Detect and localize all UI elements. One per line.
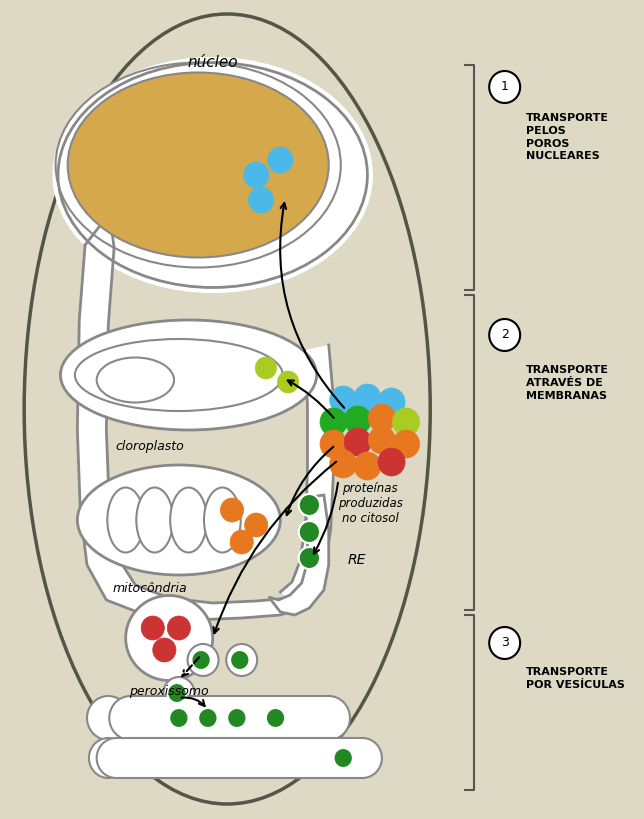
Circle shape bbox=[243, 162, 269, 188]
Circle shape bbox=[230, 530, 253, 554]
Ellipse shape bbox=[137, 487, 173, 553]
Polygon shape bbox=[269, 495, 328, 615]
Text: núcleo: núcleo bbox=[187, 55, 238, 70]
Circle shape bbox=[320, 408, 347, 436]
Text: peroxissomo: peroxissomo bbox=[129, 685, 209, 698]
Ellipse shape bbox=[126, 595, 213, 681]
Ellipse shape bbox=[68, 73, 328, 257]
Circle shape bbox=[320, 430, 347, 458]
Circle shape bbox=[109, 696, 152, 740]
Ellipse shape bbox=[58, 65, 367, 285]
Circle shape bbox=[334, 748, 353, 768]
Text: TRANSPORTE
ATRAVÉS DE
MEMBRANAS: TRANSPORTE ATRAVÉS DE MEMBRANAS bbox=[526, 365, 609, 400]
Circle shape bbox=[489, 71, 520, 103]
Circle shape bbox=[266, 708, 285, 728]
Circle shape bbox=[307, 696, 350, 740]
Circle shape bbox=[278, 371, 299, 393]
Ellipse shape bbox=[24, 14, 430, 804]
Circle shape bbox=[330, 386, 357, 414]
Circle shape bbox=[354, 452, 381, 480]
Circle shape bbox=[489, 319, 520, 351]
Ellipse shape bbox=[77, 465, 280, 575]
Ellipse shape bbox=[97, 358, 174, 402]
Circle shape bbox=[268, 147, 293, 173]
Circle shape bbox=[378, 388, 405, 416]
Circle shape bbox=[299, 547, 320, 569]
FancyBboxPatch shape bbox=[131, 696, 328, 740]
Circle shape bbox=[249, 187, 274, 213]
Ellipse shape bbox=[108, 487, 144, 553]
Circle shape bbox=[164, 677, 194, 709]
Circle shape bbox=[167, 616, 191, 640]
Circle shape bbox=[220, 498, 243, 522]
Text: 2: 2 bbox=[501, 328, 509, 342]
Ellipse shape bbox=[204, 487, 241, 553]
Circle shape bbox=[167, 683, 187, 703]
Circle shape bbox=[255, 357, 276, 379]
Circle shape bbox=[89, 738, 128, 778]
Circle shape bbox=[343, 738, 382, 778]
Text: mitocôndria: mitocôndria bbox=[113, 582, 187, 595]
Circle shape bbox=[141, 616, 164, 640]
Text: 1: 1 bbox=[501, 80, 509, 93]
Circle shape bbox=[299, 521, 320, 543]
Text: produzidas: produzidas bbox=[338, 497, 402, 510]
Circle shape bbox=[198, 708, 218, 728]
Ellipse shape bbox=[75, 339, 283, 411]
Circle shape bbox=[226, 644, 257, 676]
Circle shape bbox=[153, 638, 176, 662]
Circle shape bbox=[344, 406, 371, 434]
Circle shape bbox=[230, 650, 249, 670]
Circle shape bbox=[368, 426, 395, 454]
Ellipse shape bbox=[61, 320, 317, 430]
Text: TRANSPORTE
POR VESÍCULAS: TRANSPORTE POR VESÍCULAS bbox=[526, 667, 625, 690]
Polygon shape bbox=[77, 245, 307, 620]
Circle shape bbox=[344, 428, 371, 456]
Circle shape bbox=[299, 494, 320, 516]
Polygon shape bbox=[280, 345, 334, 608]
Text: RE: RE bbox=[348, 553, 366, 567]
Circle shape bbox=[227, 708, 247, 728]
Text: cloroplasto: cloroplasto bbox=[115, 440, 184, 453]
Text: proteínas: proteínas bbox=[343, 482, 398, 495]
Circle shape bbox=[87, 696, 129, 740]
Circle shape bbox=[245, 513, 268, 537]
Circle shape bbox=[169, 708, 189, 728]
Text: TRANSPORTE
PELOS
POROS
NUCLEARES: TRANSPORTE PELOS POROS NUCLEARES bbox=[526, 113, 609, 161]
Circle shape bbox=[97, 738, 135, 778]
Text: 3: 3 bbox=[501, 636, 509, 649]
FancyBboxPatch shape bbox=[116, 738, 363, 778]
Circle shape bbox=[187, 644, 218, 676]
Ellipse shape bbox=[170, 487, 207, 553]
Circle shape bbox=[489, 627, 520, 659]
Circle shape bbox=[330, 450, 357, 478]
Circle shape bbox=[354, 384, 381, 412]
Circle shape bbox=[393, 408, 420, 436]
Circle shape bbox=[393, 430, 420, 458]
Circle shape bbox=[191, 650, 211, 670]
Circle shape bbox=[378, 448, 405, 476]
Circle shape bbox=[368, 404, 395, 432]
Text: no citosol: no citosol bbox=[342, 512, 399, 525]
